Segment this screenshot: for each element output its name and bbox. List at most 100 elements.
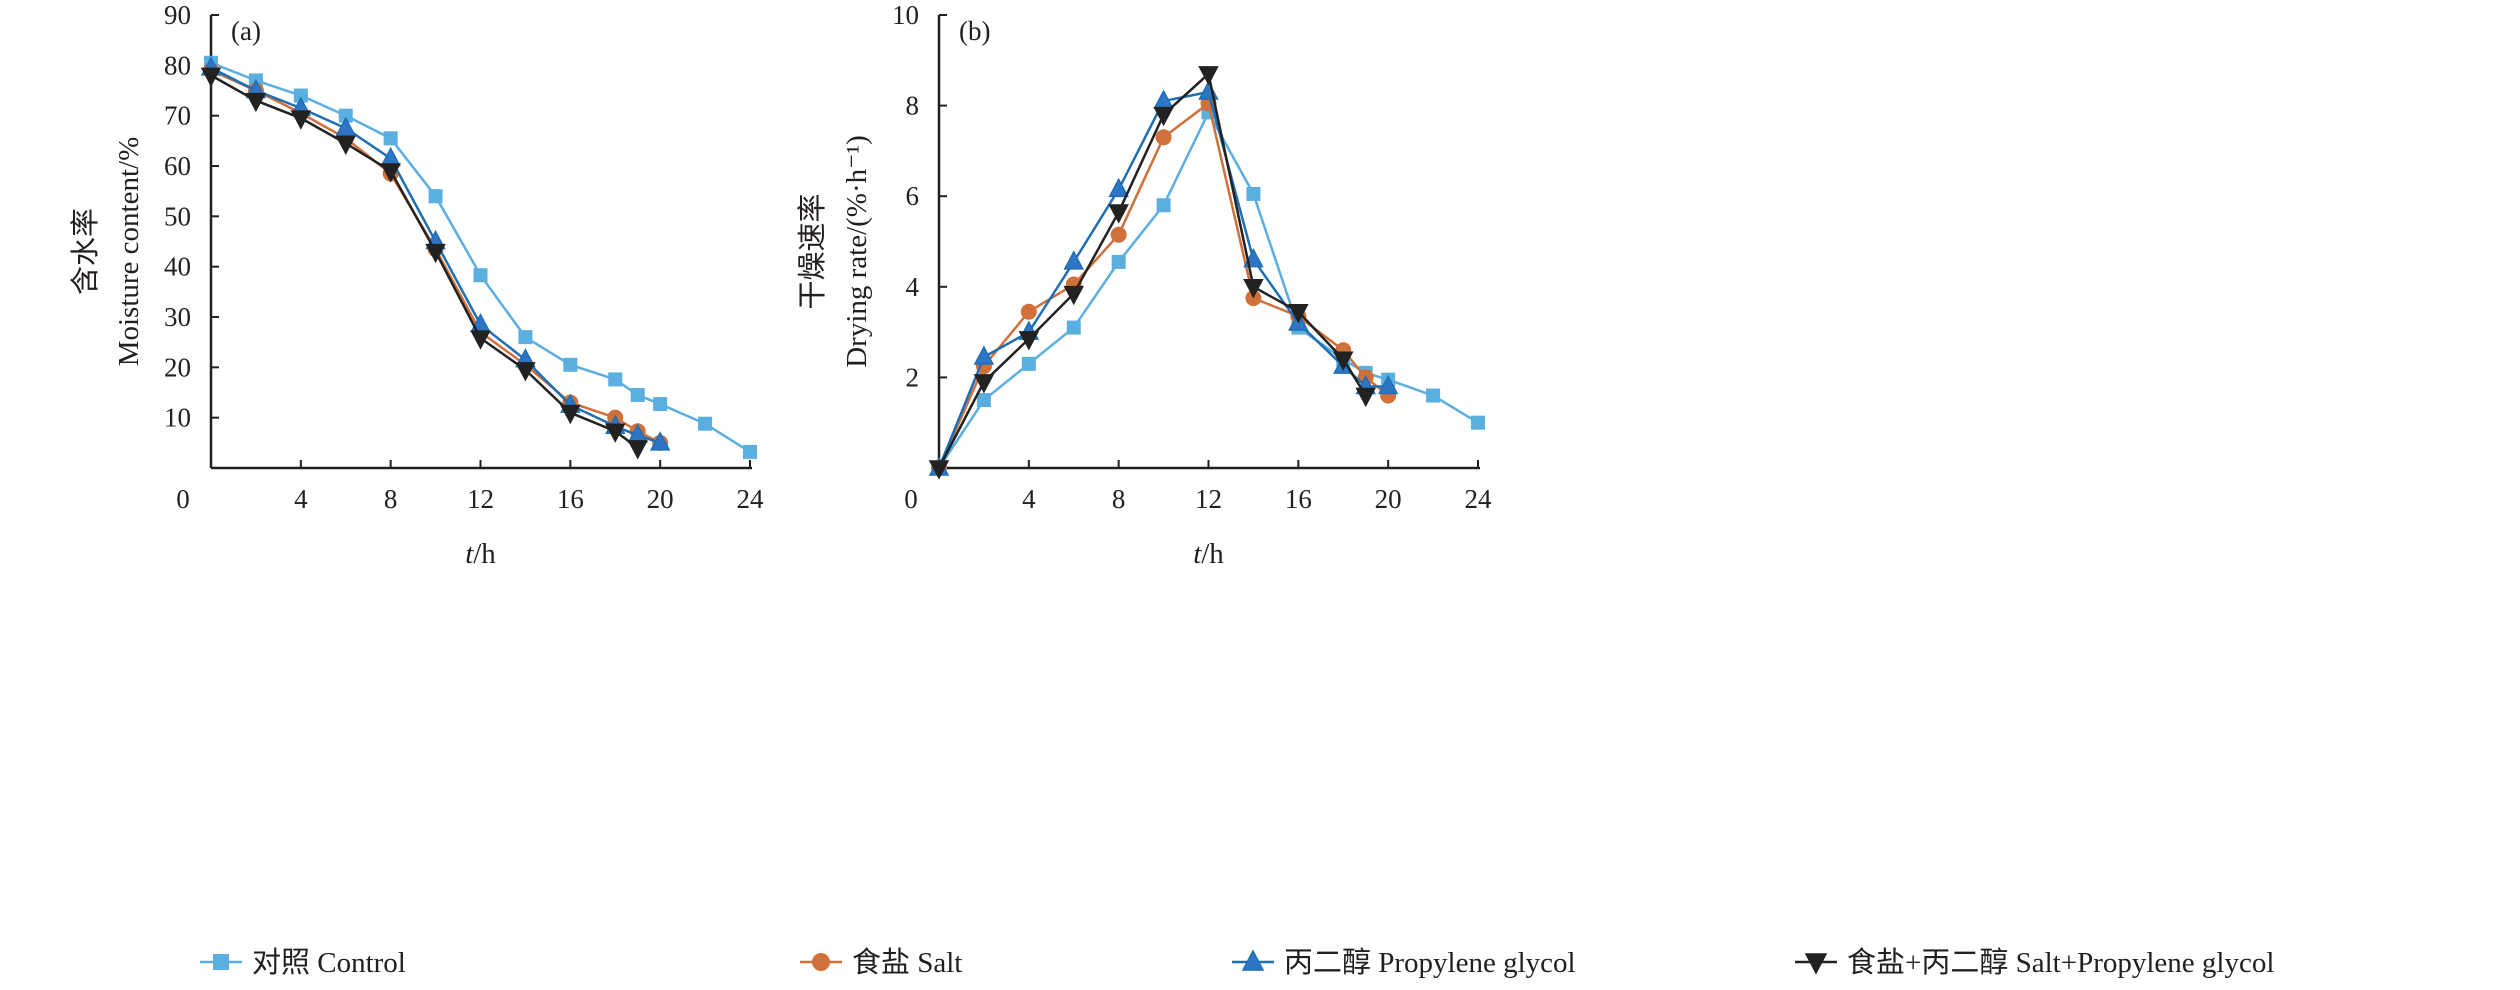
data-point: [1156, 198, 1171, 213]
series-0: [932, 105, 1485, 475]
data-point: [383, 131, 398, 146]
series-3: [200, 67, 648, 460]
x-axis-label-unit: /h: [473, 538, 496, 570]
data-point: [605, 423, 626, 443]
data-point: [473, 268, 488, 283]
data-point: [976, 393, 991, 408]
data-point: [1355, 387, 1376, 408]
data-point: [1108, 177, 1129, 198]
data-point: [428, 189, 443, 204]
legend-triangle-down-icon: [1804, 953, 1828, 975]
y-tick-label: 50: [164, 201, 191, 231]
x-axis-label: t/h: [465, 538, 496, 570]
series-line: [937, 109, 1479, 469]
y-tick-label: 90: [164, 0, 191, 30]
legend-item: 丙二醇 Propylene glycol: [1232, 946, 1576, 979]
panel-label: (a): [231, 16, 261, 46]
legend-item: 食盐 Salt: [800, 946, 962, 979]
y-tick-label: 30: [164, 302, 191, 332]
x-tick-label: 8: [384, 484, 398, 514]
legend-item: 对照 Control: [200, 946, 406, 979]
y-tick-label: 8: [906, 91, 920, 121]
x-tick-label: 20: [1375, 484, 1402, 514]
x-tick-label: 24: [737, 484, 765, 514]
data-point: [470, 330, 491, 350]
series-line: [937, 101, 1389, 469]
y-axis-label-cn: 干燥速率: [796, 193, 829, 309]
data-point: [627, 440, 648, 460]
legend-label: 食盐 Salt: [852, 946, 962, 979]
y-tick-label: 10: [164, 403, 191, 433]
x-tick-label: 4: [1022, 484, 1036, 514]
series-line: [210, 61, 751, 453]
y-tick-label: 70: [164, 101, 191, 131]
x-tick-label: 12: [467, 484, 494, 514]
series-line: [937, 71, 1367, 469]
x-tick-label: 20: [647, 484, 674, 514]
data-point: [515, 362, 536, 382]
legend-triangle-up-icon: [1241, 949, 1265, 971]
series-1: [931, 95, 1397, 476]
data-point: [290, 110, 312, 130]
data-point: [973, 345, 995, 365]
data-point: [928, 460, 950, 480]
data-point: [1110, 226, 1127, 243]
y-axis-label-en: Drying rate/(%·h⁻¹): [841, 135, 873, 368]
y-axis-label-cn: 含水率: [69, 208, 102, 295]
series-0: [204, 55, 757, 459]
legend-square-icon: [213, 954, 229, 970]
data-point: [1111, 254, 1126, 269]
x-tick-label: 16: [557, 484, 584, 514]
data-point: [698, 416, 713, 431]
series-3: [928, 66, 1376, 480]
data-point: [293, 88, 308, 103]
legend: 对照 Control 食盐 Salt 丙二醇 Propylene glycol 食盐+…: [200, 946, 2274, 979]
y-tick-label: 40: [164, 252, 191, 282]
data-point: [380, 146, 401, 167]
x-tick-label: 12: [1195, 484, 1222, 514]
data-point: [973, 374, 995, 394]
y-tick-label: 2: [906, 362, 920, 392]
legend-label: 食盐+丙二醇 Salt+Propylene glycol: [1847, 946, 2274, 979]
data-point: [1198, 66, 1219, 86]
data-point: [1063, 285, 1084, 306]
x-axis-label-unit: /h: [1201, 538, 1224, 570]
data-point: [630, 388, 645, 403]
x-tick-label: 16: [1285, 484, 1312, 514]
x-axis-label-variable: t: [1193, 538, 1202, 570]
y-tick-label: 4: [906, 272, 920, 302]
data-point: [1021, 356, 1036, 371]
data-point: [1066, 320, 1081, 335]
series-line: [937, 90, 1389, 469]
data-point: [1155, 129, 1172, 146]
legend-label: 对照 Control: [252, 946, 406, 979]
data-point: [1020, 303, 1037, 320]
data-point: [608, 372, 623, 387]
y-axis-label-en: Moisture content/%: [113, 137, 145, 367]
legend-circle-icon: [812, 953, 830, 971]
x-tick-label: 24: [1465, 484, 1493, 514]
origin-label: 0: [176, 484, 190, 514]
data-point: [1288, 303, 1309, 324]
data-point: [1018, 331, 1040, 351]
chart-panel-a: 10 20 30 40 50 60 70 80 90 4 8 12 16 20 24 0 (a) t/h 含水率 Mo…: [69, 0, 764, 570]
data-point: [425, 243, 446, 264]
panel-label: (b): [959, 16, 990, 46]
origin-label: 0: [904, 484, 918, 514]
x-tick-label: 4: [294, 484, 308, 514]
data-point: [1108, 204, 1129, 224]
y-tick-label: 20: [164, 352, 191, 382]
data-point: [653, 397, 668, 412]
data-point: [1243, 279, 1264, 299]
data-point: [1471, 415, 1485, 430]
y-tick-label: 80: [164, 50, 191, 80]
data-point: [1377, 374, 1399, 395]
data-point: [560, 404, 581, 425]
data-point: [1246, 186, 1261, 201]
data-point: [335, 116, 356, 136]
data-point: [380, 163, 401, 183]
data-point: [1426, 388, 1441, 403]
legend-label: 丙二醇 Propylene glycol: [1284, 946, 1576, 979]
